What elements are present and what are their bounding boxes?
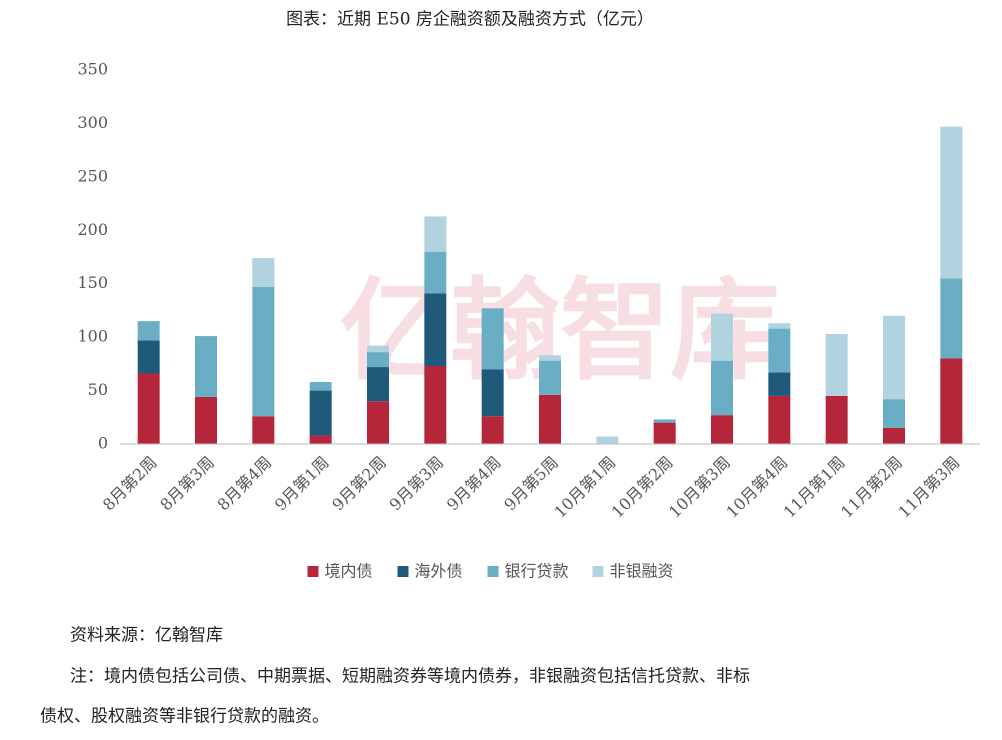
- y-tick-label: 350: [77, 60, 108, 79]
- bar-segment: [367, 352, 389, 368]
- bar-segment: [424, 365, 447, 444]
- legend-swatch: [487, 566, 499, 577]
- note-line: 注：境内债包括公司债、中期票据、短期融资券等境内债券，非银融资包括信托贷款、非标: [70, 667, 750, 687]
- x-tick-label: 11月第3周: [894, 453, 963, 522]
- bar-segment: [653, 422, 676, 444]
- bar-segment: [711, 415, 733, 444]
- x-tick-label: 8月第4周: [214, 453, 276, 515]
- bar-segment: [768, 328, 791, 373]
- bar-segment: [768, 395, 791, 444]
- bar-segment: [252, 416, 275, 444]
- bar-segment: [883, 315, 905, 400]
- legend-swatch: [592, 566, 604, 577]
- bar-segment: [424, 216, 447, 252]
- bar-segment: [539, 355, 561, 361]
- bar-segment: [768, 372, 791, 396]
- bar-segment: [940, 278, 963, 359]
- bar-segment: [883, 399, 905, 428]
- x-tick-label: 8月第3周: [156, 453, 218, 515]
- bar-segment: [653, 419, 676, 423]
- source: 资料来源：亿翰智库: [70, 626, 223, 646]
- bar-segment: [309, 435, 332, 444]
- legend-label: 银行贷款: [505, 562, 569, 581]
- bar-segment: [711, 313, 733, 361]
- bar-segment: [825, 395, 848, 444]
- y-tick-label: 150: [77, 273, 108, 292]
- x-tick-label: 11月第1周: [780, 453, 849, 522]
- bar-segment: [596, 436, 619, 444]
- bar-segment: [309, 390, 332, 436]
- y-tick-label: 100: [77, 327, 108, 346]
- bar-segment: [367, 367, 389, 402]
- legend-label: 非银融资: [610, 562, 674, 581]
- bar-segment: [940, 126, 963, 279]
- chart-title: 图表：近期 E50 房企融资额及融资方式（亿元）: [286, 10, 654, 30]
- bar-segment: [424, 293, 447, 366]
- x-tick-label: 8月第2周: [99, 453, 161, 515]
- bar-segment: [883, 427, 905, 444]
- y-tick-label: 0: [98, 434, 108, 453]
- bar-segment: [539, 360, 561, 395]
- bar-segment: [137, 321, 160, 341]
- bar-segment: [195, 396, 217, 444]
- x-tick-label: 9月第1周: [271, 453, 333, 515]
- bar-segment: [367, 345, 389, 353]
- bar-segment: [137, 373, 160, 444]
- bar-segment: [768, 323, 791, 329]
- bar-segment: [481, 416, 504, 444]
- bar-segment: [252, 286, 275, 417]
- x-tick-label: 9月第2周: [328, 453, 390, 515]
- x-tick-label: 10月第3周: [665, 453, 734, 522]
- note-line: 债权、股权融资等非银行贷款的融资。: [40, 707, 329, 727]
- bar-segment: [940, 358, 963, 444]
- x-tick-label: 9月第3周: [386, 453, 448, 515]
- bar-segment: [252, 258, 275, 287]
- x-tick-label: 10月第4周: [722, 453, 791, 522]
- bar-segment: [711, 360, 733, 416]
- x-tick-label: 10月第1周: [550, 453, 619, 522]
- legend-label: 海外债: [415, 562, 463, 581]
- y-tick-label: 300: [77, 113, 108, 132]
- bar-segment: [825, 333, 848, 396]
- bar-segment: [195, 336, 217, 397]
- bar-segment: [539, 394, 561, 444]
- legend-swatch: [397, 566, 409, 577]
- bar-segment: [367, 401, 389, 444]
- legend-label: 境内债: [325, 562, 373, 581]
- x-tick-label: 10月第2周: [608, 453, 677, 522]
- bar-segment: [424, 251, 447, 294]
- bar-segment: [481, 369, 504, 417]
- y-tick-label: 250: [77, 166, 108, 185]
- bar-segment: [481, 308, 504, 370]
- y-tick-label: 200: [77, 220, 108, 239]
- x-tick-label: 11月第2周: [837, 453, 906, 522]
- bar-segment: [309, 382, 332, 391]
- x-tick-label: 9月第4周: [443, 453, 505, 515]
- y-tick-label: 50: [88, 380, 108, 399]
- bar-segment: [137, 340, 160, 374]
- legend-swatch: [307, 566, 319, 577]
